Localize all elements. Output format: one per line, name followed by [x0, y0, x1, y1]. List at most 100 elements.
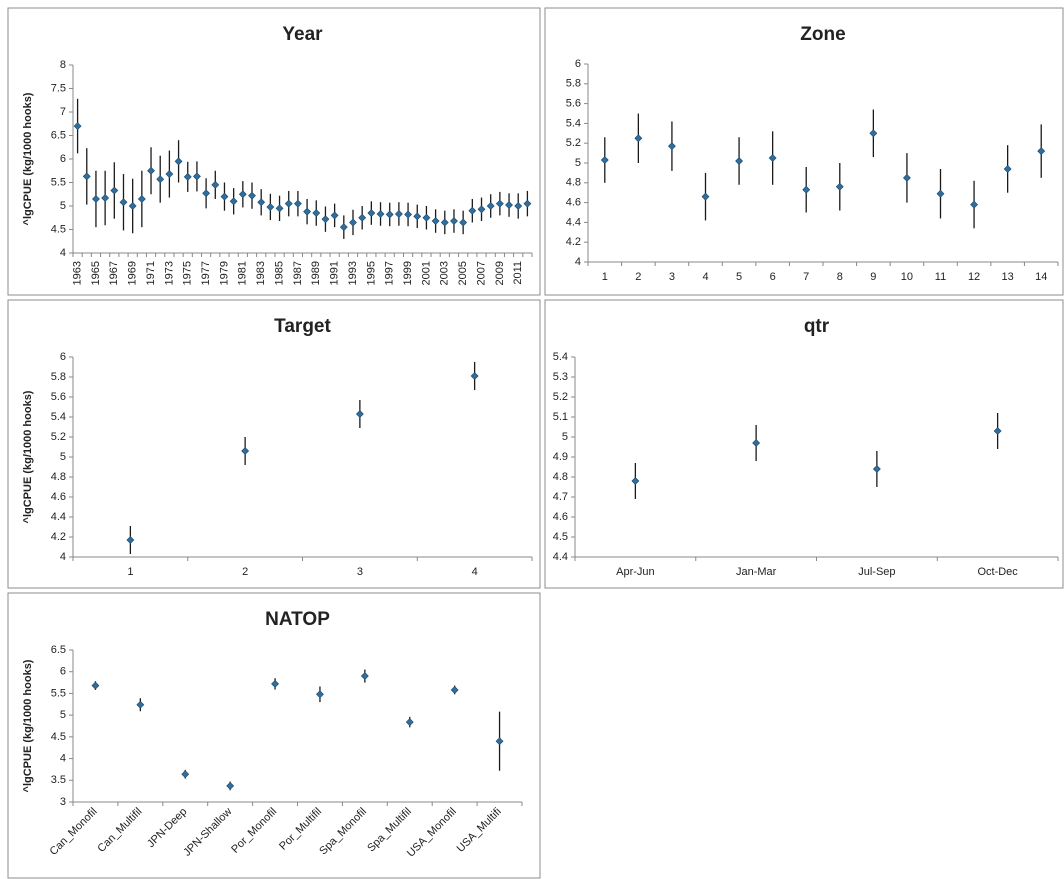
point [903, 173, 911, 182]
x-tick-label: 1 [127, 566, 133, 578]
x-tick-label: 2009 [494, 261, 506, 285]
x-tick-label: 1983 [255, 261, 267, 285]
y-tick-label: 4.5 [553, 531, 568, 543]
point [321, 215, 330, 224]
y-tick-label: 5.6 [51, 391, 66, 403]
y-tick-label: 5.2 [553, 391, 568, 403]
point [110, 186, 119, 195]
x-tick-label: 2005 [457, 261, 469, 285]
point [330, 211, 339, 220]
y-tick-label: 6 [60, 351, 66, 363]
x-tick-label: 1993 [347, 261, 359, 285]
point [394, 210, 403, 218]
x-tick-label: 13 [1002, 271, 1014, 283]
x-tick-label: 1 [602, 271, 608, 283]
y-tick-label: 7.5 [51, 82, 66, 94]
panel [544, 299, 1064, 589]
point [266, 203, 275, 211]
point [211, 180, 220, 189]
x-tick-label: 9 [870, 271, 876, 283]
point [293, 199, 302, 208]
y-tick-label: 4.6 [51, 491, 66, 503]
y-tick-label: 6.5 [51, 129, 66, 141]
x-tick-label: 1967 [108, 261, 120, 285]
y-tick-label: 4.8 [566, 177, 581, 189]
y-tick-label: 6.5 [51, 644, 66, 656]
point [360, 672, 369, 680]
x-tick-label: Apr-Jun [616, 566, 655, 578]
y-tick-label: 5.5 [51, 687, 66, 699]
x-tick-label: 2011 [512, 261, 524, 285]
point [668, 142, 676, 151]
point [495, 199, 504, 208]
point [92, 195, 100, 203]
point [631, 477, 640, 485]
y-tick-label: 5.3 [553, 371, 568, 383]
point [303, 207, 312, 216]
x-tick-label: 2003 [439, 261, 451, 285]
y-tick-label: 5 [60, 200, 66, 212]
point [119, 198, 128, 207]
y-axis-label: ^lgCPUE (kg/1000 hooks) [22, 92, 34, 225]
point [735, 157, 743, 165]
point [1003, 165, 1012, 173]
y-tick-label: 6 [575, 58, 581, 70]
chart-title: Zone [800, 24, 845, 45]
x-tick-label: 1997 [384, 261, 396, 285]
panel [544, 7, 1064, 296]
point [600, 156, 609, 164]
y-axis-label: ^lgCPUE (kg/1000 hooks) [22, 659, 34, 792]
x-tick-label: 4 [472, 566, 478, 578]
point [768, 154, 777, 162]
point [82, 172, 91, 181]
y-tick-label: 5.1 [553, 411, 568, 423]
point [450, 217, 458, 225]
point [970, 200, 978, 209]
panel [7, 299, 541, 589]
x-tick-label: 4 [702, 271, 708, 283]
point [156, 175, 165, 184]
x-tick-label: 12 [968, 271, 980, 283]
y-tick-label: 5.2 [51, 431, 66, 443]
y-tick-label: 4.5 [51, 223, 66, 235]
x-tick-label: 1985 [273, 261, 285, 285]
x-tick-label: 3 [357, 566, 363, 578]
point [431, 217, 440, 225]
point [405, 718, 414, 727]
point [137, 195, 146, 203]
point [238, 190, 247, 199]
panel [7, 592, 541, 879]
point [73, 122, 82, 131]
point [147, 166, 155, 175]
x-tick-label: 1963 [71, 261, 83, 285]
point [312, 209, 321, 217]
x-tick-label: 8 [837, 271, 843, 283]
x-tick-label: 2007 [475, 261, 487, 285]
chart-title: Year [282, 24, 323, 45]
point [339, 223, 348, 232]
point [220, 192, 229, 201]
point [202, 189, 211, 198]
x-tick-label: 1979 [218, 261, 230, 285]
point [174, 157, 183, 166]
x-tick-label: 1969 [127, 261, 139, 285]
point [193, 172, 201, 181]
y-tick-label: 4.4 [553, 551, 568, 563]
y-tick-label: 5.5 [51, 176, 66, 188]
point [248, 191, 256, 200]
point [936, 189, 945, 198]
x-tick-label: 1975 [182, 261, 194, 285]
point [440, 218, 449, 227]
point [477, 205, 486, 214]
point [91, 681, 100, 690]
y-tick-label: 3.5 [51, 774, 66, 786]
point [634, 134, 643, 143]
point [101, 194, 110, 202]
y-tick-label: 4.8 [553, 471, 568, 483]
point [470, 372, 479, 380]
y-tick-label: 6 [60, 153, 66, 165]
x-tick-label: 2001 [420, 261, 432, 285]
y-tick-label: 5.4 [51, 411, 66, 423]
x-tick-label: 1995 [365, 261, 377, 285]
x-tick-label: 5 [736, 271, 742, 283]
